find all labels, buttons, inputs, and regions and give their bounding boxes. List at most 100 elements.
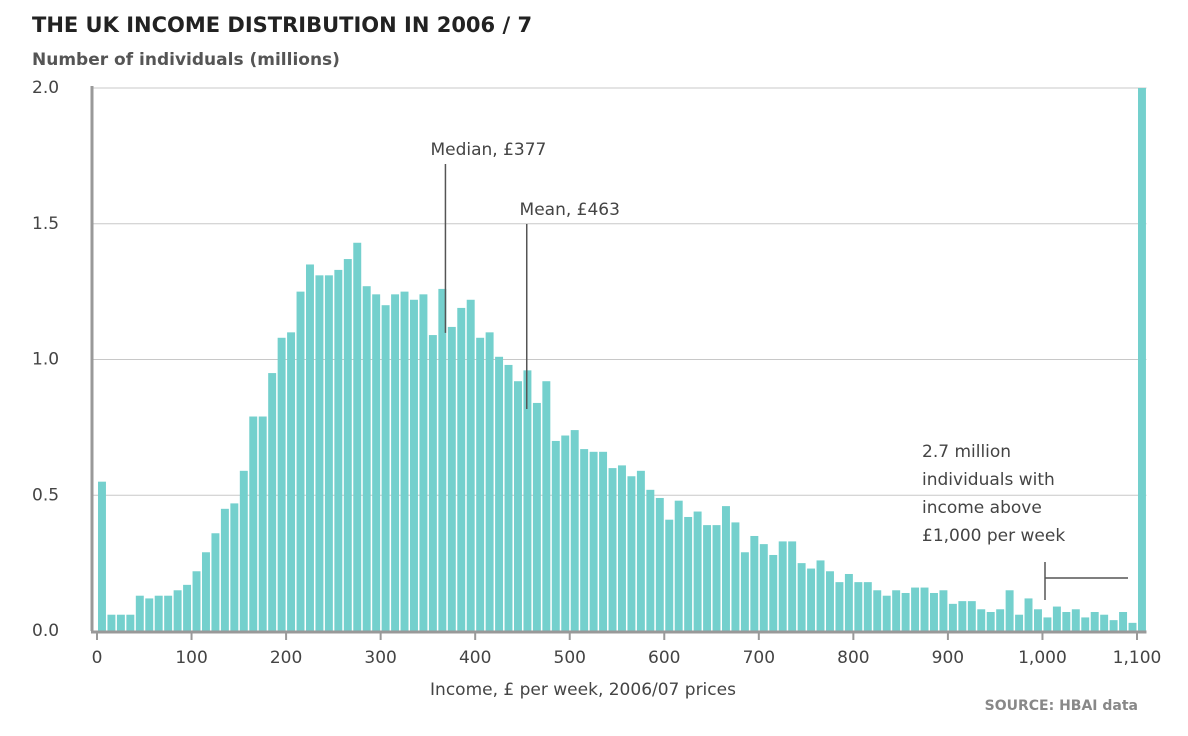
- bar: [258, 416, 267, 631]
- bar: [948, 603, 957, 631]
- bar: [561, 435, 570, 631]
- y-tick-label: 1.5: [32, 214, 59, 234]
- bar: [835, 582, 844, 631]
- x-tick-label: 200: [270, 648, 302, 668]
- bar: [1119, 611, 1128, 631]
- bar: [863, 582, 872, 631]
- bar: [428, 335, 437, 631]
- x-tick-label: 900: [932, 648, 964, 668]
- y-tick-label: 0.0: [32, 621, 59, 641]
- bar: [1005, 590, 1014, 631]
- bar: [1109, 620, 1118, 631]
- bar: [778, 541, 787, 631]
- bar: [684, 516, 693, 631]
- bar: [1015, 614, 1024, 631]
- annotation: Median, £377: [430, 140, 546, 160]
- bar: [882, 595, 891, 631]
- bar: [636, 470, 645, 631]
- bar: [1034, 609, 1042, 631]
- bar: [844, 573, 853, 631]
- y-tick-label: 2.0: [32, 78, 59, 98]
- bar: [967, 601, 976, 631]
- bar: [769, 554, 778, 631]
- bar: [1100, 614, 1109, 631]
- y-tick-label: 0.5: [32, 485, 59, 505]
- bar: [532, 402, 541, 631]
- bar: [315, 275, 324, 631]
- bar: [98, 481, 106, 631]
- bar: [1090, 611, 1099, 631]
- bar: [183, 584, 192, 631]
- x-tick-label: 100: [175, 648, 207, 668]
- bar: [287, 332, 296, 631]
- bar: [655, 497, 664, 631]
- bar: [145, 598, 154, 631]
- bar: [334, 269, 343, 631]
- bar: [627, 476, 636, 631]
- x-tick-label: 600: [648, 648, 680, 668]
- bar: [542, 381, 551, 631]
- bar: [447, 326, 456, 631]
- bar: [570, 430, 579, 631]
- bar: [816, 560, 825, 631]
- x-tick-label: 500: [554, 648, 586, 668]
- bar: [202, 552, 210, 631]
- bar: [551, 440, 560, 631]
- bar: [854, 582, 863, 631]
- bar: [618, 465, 626, 631]
- bar: [693, 511, 702, 631]
- bar: [438, 288, 447, 631]
- bar: [523, 370, 532, 631]
- annotation: £1,000 per week: [922, 526, 1065, 546]
- bar: [1138, 88, 1146, 631]
- bar: [249, 416, 258, 631]
- bar: [958, 601, 967, 631]
- y-axis-label: Number of individuals (millions): [32, 50, 340, 70]
- bar: [343, 259, 352, 631]
- annotation: individuals with: [922, 470, 1055, 490]
- bar: [599, 451, 608, 631]
- x-axis-label: Income, £ per week, 2006/07 prices: [430, 680, 736, 700]
- bar: [485, 332, 494, 631]
- bar: [466, 299, 475, 631]
- bar: [239, 470, 248, 631]
- bar: [268, 373, 277, 631]
- bar: [1081, 617, 1090, 631]
- bar: [107, 614, 116, 631]
- bar: [381, 305, 390, 631]
- bar: [797, 563, 806, 631]
- bar: [750, 535, 759, 631]
- bar: [277, 337, 286, 631]
- bar: [901, 592, 910, 631]
- bar: [173, 590, 182, 631]
- bar: [211, 533, 220, 631]
- bar: [986, 611, 995, 631]
- annotation: Mean, £463: [520, 200, 620, 220]
- bar: [930, 592, 938, 631]
- bar: [410, 299, 418, 631]
- bar: [192, 571, 201, 631]
- bar: [740, 552, 749, 631]
- bar: [514, 381, 522, 631]
- bar: [911, 587, 920, 631]
- x-tick-label: 1,000: [1018, 648, 1067, 668]
- bar: [1043, 617, 1052, 631]
- bar: [977, 609, 986, 631]
- bar: [589, 451, 598, 631]
- x-tick-label: 0: [92, 648, 103, 668]
- bar: [731, 522, 740, 631]
- x-tick-label: 400: [459, 648, 491, 668]
- x-tick-label: 700: [743, 648, 775, 668]
- source: SOURCE: HBAI data: [985, 698, 1138, 714]
- bar: [807, 568, 816, 631]
- bar: [608, 468, 617, 631]
- bar: [703, 525, 712, 631]
- x-tick-label: 1,100: [1113, 648, 1162, 668]
- bar: [920, 587, 929, 631]
- bar: [324, 275, 333, 631]
- bar: [1024, 598, 1033, 631]
- bar: [362, 286, 371, 631]
- bar: [939, 590, 948, 631]
- bar: [220, 508, 229, 631]
